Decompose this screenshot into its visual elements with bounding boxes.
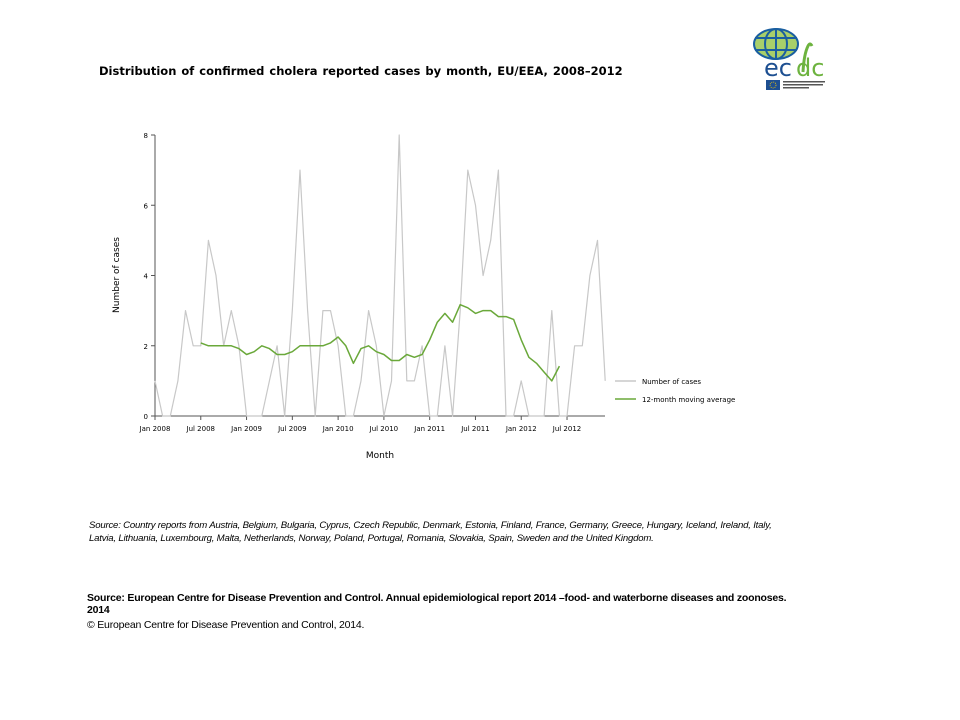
series-line-cases — [154, 134, 606, 417]
source-countries: Source: Country reports from Austria, Be… — [89, 520, 772, 544]
x-tick-label: Jul 2012 — [552, 425, 582, 433]
x-tick-label: Jan 2010 — [322, 425, 354, 433]
legend-label: Number of cases — [642, 378, 701, 386]
x-tick-label: Jan 2011 — [413, 425, 445, 433]
globe-icon — [753, 28, 799, 60]
x-tick-label: Jul 2010 — [369, 425, 399, 433]
x-tick-label: Jan 2012 — [505, 425, 537, 433]
y-tick-label: 0 — [144, 413, 148, 421]
y-tick-label: 8 — [144, 132, 148, 140]
x-tick-label: Jan 2009 — [230, 425, 262, 433]
series-line-moving-average — [200, 303, 561, 382]
copyright: © European Centre for Disease Prevention… — [87, 619, 365, 631]
x-tick-label: Jul 2009 — [277, 425, 307, 433]
y-tick-label: 2 — [144, 343, 148, 351]
x-tick-label: Jul 2008 — [186, 425, 216, 433]
x-axis-label: Month — [366, 451, 394, 461]
y-tick-label: 6 — [144, 202, 149, 210]
legend-label: 12-month moving average — [642, 396, 735, 404]
x-tick-label: Jul 2011 — [460, 425, 490, 433]
svg-text:dc: dc — [796, 54, 824, 82]
svg-text:ec: ec — [764, 54, 792, 82]
y-axis-label: Number of cases — [112, 237, 122, 313]
x-tick-label: Jan 2008 — [139, 425, 171, 433]
ecdc-logo: ec dc — [748, 24, 838, 96]
y-tick-label: 4 — [144, 273, 149, 281]
source-report: Source: European Centre for Disease Prev… — [87, 592, 787, 616]
chart-title: Distribution of confirmed cholera report… — [99, 64, 623, 78]
eu-flag-icon — [766, 80, 780, 90]
